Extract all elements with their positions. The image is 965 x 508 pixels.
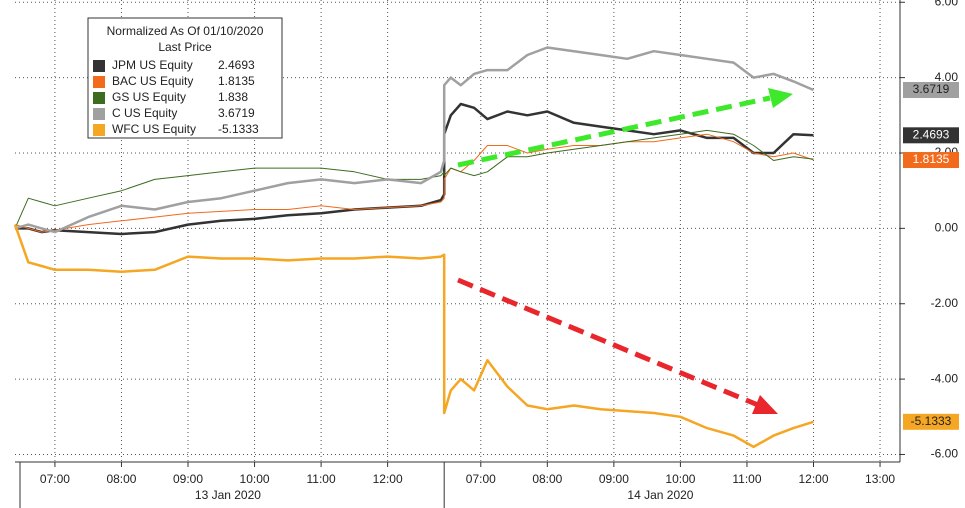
lines [13,46,814,449]
legend-label: BAC US Equity [112,74,193,88]
legend-value: 1.838 [218,90,248,104]
legend-swatch [93,108,105,120]
legend-box [87,17,283,139]
series-line [14,46,814,234]
last-value-label: 3.6719 [913,82,950,96]
legend-title: Normalized As Of 01/10/2020 [107,24,264,38]
legend-value: 3.6719 [218,106,255,120]
legend-label: JPM US Equity [112,58,193,72]
y-tick-label: 0.00 [935,221,959,235]
x-tick-label: 12:00 [798,472,828,486]
series-line [15,102,814,236]
x-tick-label: 11:00 [307,472,336,486]
legend-swatch [93,92,105,104]
last-value-label: 2.4693 [913,127,950,141]
legend-label: C US Equity [112,106,177,120]
last-value-tag [903,152,959,169]
last-value-tag [903,413,959,430]
axes: 6.004.002.000.00-2.00-4.00-6.0007:0008:0… [15,0,959,508]
legend-swatch [93,124,105,136]
x-tick-label: 09:00 [173,472,203,486]
x-tick-label: 10:00 [665,472,695,486]
legend-label: GS US Equity [112,90,186,104]
last-value-label: -5.1333 [911,414,952,428]
x-tick-label: 08:00 [106,472,136,486]
legend-value: 1.8135 [218,74,255,88]
red-arrow [457,277,759,408]
x-tick-label: 11:00 [732,472,761,486]
y-tick-label: 4.00 [935,70,959,84]
last-value-tag [903,81,959,98]
x-tick-label: 08:00 [532,472,562,486]
y-tick-label: -6.00 [931,447,959,461]
legend: Normalized As Of 01/10/2020 Last Price J… [87,17,283,139]
last-value-tag [903,127,959,144]
x-group-label: 13 Jan 2020 [195,488,261,502]
series-line [13,224,814,449]
legend-label: WFC US Equity [112,122,196,136]
series-line [14,129,814,229]
x-tick-label: 07:00 [40,472,70,486]
y-tick-label: 6.00 [935,0,959,8]
green-arrow [457,95,771,168]
red-arrowhead [752,395,778,414]
legend-value: -5.1333 [218,122,259,136]
y-tick-label: -4.00 [931,371,959,385]
x-tick-label: 10:00 [240,472,270,486]
legend-subtitle: Last Price [158,40,212,54]
series-line [14,133,814,233]
y-tick-label: -2.00 [931,296,959,310]
legend-swatch [93,60,105,72]
legend-value: 2.4693 [218,58,255,72]
x-tick-label: 07:00 [466,472,496,486]
green-arrowhead [768,88,793,108]
legend-swatch [93,76,105,88]
x-group-label: 14 Jan 2020 [627,488,693,502]
x-tick-label: 09:00 [599,472,629,486]
annotations [457,88,793,414]
x-tick-label: 12:00 [373,472,403,486]
last-value-label: 1.8135 [913,152,950,166]
x-tick-label: 13:00 [865,472,895,486]
